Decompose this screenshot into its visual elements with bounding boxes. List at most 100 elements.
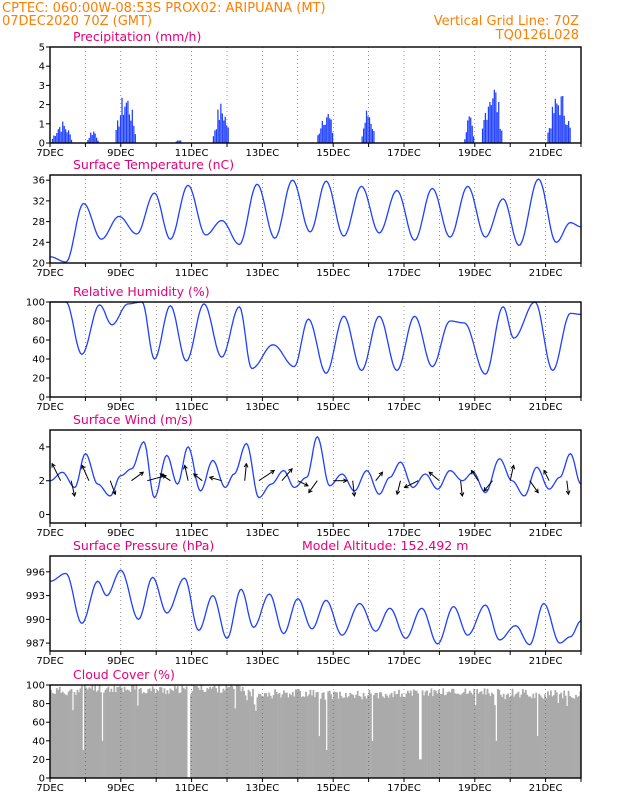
cloud-bar xyxy=(256,697,259,778)
cloud-bar xyxy=(405,693,408,778)
cloud-bar xyxy=(229,685,232,778)
wind-arrow xyxy=(147,475,167,482)
precip-bar xyxy=(324,124,326,143)
cloud-bar xyxy=(284,692,287,778)
cloud-bar xyxy=(495,740,498,778)
cloud-bar xyxy=(406,690,409,778)
cloud-bar xyxy=(436,693,439,778)
y-tick-label: 80 xyxy=(32,699,45,710)
cloud-bar xyxy=(343,697,346,778)
cloud-bar xyxy=(555,692,558,778)
cloud-bar xyxy=(321,692,324,778)
precip-bar xyxy=(554,98,556,143)
cloud-bar xyxy=(92,690,95,778)
x-tick-label: 15DEC xyxy=(316,148,350,159)
cloud-bar xyxy=(209,687,212,778)
wind-arrow-head xyxy=(543,469,548,475)
cloud-bar xyxy=(522,689,524,778)
precip-bar xyxy=(68,130,70,143)
precip-bar xyxy=(54,136,56,143)
cloud-bar xyxy=(259,693,262,778)
precip-bar xyxy=(65,129,67,143)
x-tick-label: 21DEC xyxy=(529,528,563,539)
precip-bar xyxy=(332,132,334,143)
cloud-bar xyxy=(249,691,251,778)
chart-panel-4: 0 2 4 7DEC 9DEC 11DEC 13DEC 15DEC 17DEC 19DEC 21DE… xyxy=(36,412,582,539)
cloud-bar xyxy=(308,694,310,778)
panel-annotation: Model Altitude: 152.492 m xyxy=(302,538,468,553)
cloud-bar xyxy=(552,695,555,778)
chart-panel-1: 0 1 2 3 4 5 7DEC 9DEC 11DEC 13DEC 15DEC 17DEC 19DEC 2… xyxy=(36,29,582,159)
cloud-bar xyxy=(358,695,361,778)
cloud-bar xyxy=(470,692,473,778)
cloud-bar xyxy=(201,690,204,778)
x-tick-label: 7DEC xyxy=(36,268,63,279)
cloud-bar xyxy=(60,692,63,778)
cloud-bar xyxy=(178,693,181,778)
x-tick-label: 13DEC xyxy=(246,268,280,279)
x-tick-label: 21DEC xyxy=(529,148,563,159)
precip-bar xyxy=(327,113,329,143)
cloud-bar xyxy=(337,698,340,778)
cloud-bar xyxy=(350,694,353,778)
cloud-bar xyxy=(445,694,448,778)
cloud-bar xyxy=(156,689,158,778)
cloud-bar xyxy=(137,705,139,778)
precip-bar xyxy=(133,125,135,143)
precip-bar xyxy=(367,116,369,143)
cloud-bar xyxy=(151,686,154,778)
cloud-bar xyxy=(476,688,479,778)
precip-bar xyxy=(226,125,228,143)
cloud-bar xyxy=(145,693,148,778)
cloud-bar xyxy=(502,693,505,778)
x-tick-label: 11DEC xyxy=(175,148,209,159)
y-tick-label: 2 xyxy=(39,476,45,487)
cloud-bar xyxy=(78,692,80,778)
precip-bar xyxy=(318,133,320,143)
panel-frame xyxy=(49,429,582,524)
cloud-bar xyxy=(218,685,220,778)
cloud-bar xyxy=(302,696,304,778)
cloud-bar xyxy=(460,694,462,778)
wind-arrow-head xyxy=(243,462,249,468)
y-tick-label: 20 xyxy=(32,374,45,385)
cloud-bar xyxy=(474,705,477,778)
wind-arrow xyxy=(81,465,90,481)
precip-bar xyxy=(326,117,328,143)
cloud-bar xyxy=(517,691,520,778)
cloud-bar xyxy=(367,695,369,778)
precip-bar xyxy=(131,109,133,143)
cloud-bar xyxy=(262,696,265,778)
wind-arrow xyxy=(509,465,515,481)
cloud-bar xyxy=(116,687,119,778)
cloud-bar xyxy=(393,691,396,778)
panel-frame xyxy=(49,684,582,779)
cloud-bar xyxy=(150,691,153,778)
precip-bar xyxy=(224,116,226,143)
cloud-bar xyxy=(408,692,411,778)
wind-arrow-head xyxy=(351,492,357,498)
wind-arrow xyxy=(131,471,144,482)
x-tick-label: 19DEC xyxy=(458,402,492,413)
x-tick-label: 7DEC xyxy=(36,148,63,159)
wind-arrow-head xyxy=(81,464,86,470)
precip-bar xyxy=(323,125,325,143)
cloud-bar xyxy=(241,686,244,778)
precip-bar xyxy=(62,121,64,143)
cloud-bar xyxy=(165,694,167,778)
wind-arrow-head xyxy=(288,468,293,473)
chart-panel-5: 987 990 993 996 7DEC 9DEC 11DEC 13DEC 15DEC 17DEC… xyxy=(26,538,582,667)
cloud-bar xyxy=(493,705,496,778)
precip-bar xyxy=(94,133,96,143)
cloud-bar xyxy=(316,691,319,778)
cloud-bar xyxy=(225,685,228,778)
cloud-bar xyxy=(333,691,335,778)
cloud-bar xyxy=(101,740,104,778)
cloud-bar xyxy=(257,694,260,778)
panel-frame xyxy=(49,301,582,398)
cloud-bar xyxy=(342,698,344,778)
cloud-bar xyxy=(398,689,400,778)
wind-arrow xyxy=(281,468,293,482)
cloud-bar xyxy=(558,694,561,778)
cloud-bar xyxy=(336,692,338,778)
